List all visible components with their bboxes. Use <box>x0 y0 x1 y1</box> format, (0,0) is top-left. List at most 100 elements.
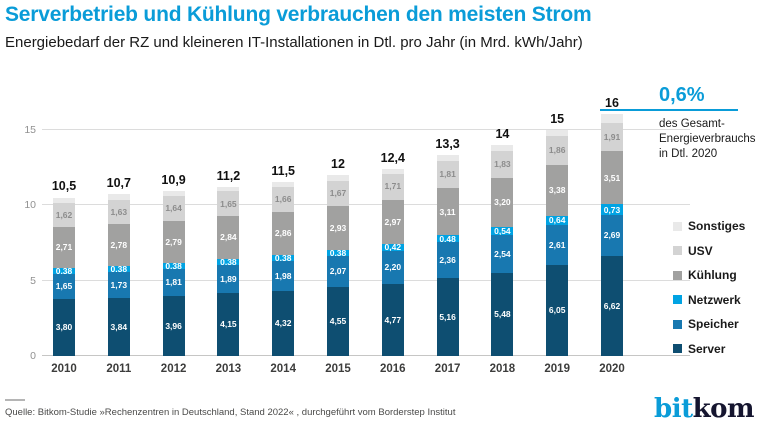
segment-value-label: 3,96 <box>165 320 182 331</box>
segment-value-label: 5,16 <box>439 311 456 322</box>
legend-item-kuehlung: Kühlung <box>673 268 745 282</box>
segment-value-label: 3,11 <box>439 206 456 217</box>
bar-2019: 6,05 2,61 0,64 3,38 1,86 <box>546 129 569 356</box>
bar-segment-netzwerk: 0,42 <box>381 243 404 251</box>
bar-segment-netzwerk: 0,38 <box>217 256 240 267</box>
bar-2013: 4,15 1,89 0,38 2,84 1,65 <box>217 186 240 356</box>
bar-segment-usv: 1,81 <box>436 160 459 189</box>
gridline <box>42 204 690 205</box>
segment-value-label: 1,86 <box>548 145 566 156</box>
bar-segment-server: 4,55 <box>327 287 349 356</box>
legend-label: Server <box>688 341 726 356</box>
bar-segment-server: 4,77 <box>381 283 404 356</box>
bitkom-logo: bitkom <box>654 396 754 422</box>
bar-segment-kuehlung: 3,11 <box>436 188 459 236</box>
segment-value-label: 2,69 <box>603 230 621 241</box>
legend-label: USV <box>688 243 713 258</box>
segment-value-label: 2,07 <box>329 266 347 277</box>
bar-2011: 3,84 1,73 0,38 2,78 1,63 <box>107 194 130 356</box>
bar-segment-netzwerk: 0,38 <box>327 249 349 257</box>
x-axis-label: 2013 <box>215 363 242 375</box>
segment-value-label: 0,38 <box>110 263 128 274</box>
bar-segment-server: 4,15 <box>217 293 240 356</box>
legend-label: Sonstiges <box>688 219 746 233</box>
segment-value-label: 3,84 <box>110 321 128 332</box>
footer-divider <box>5 399 25 401</box>
segment-value-label: 1,65 <box>55 280 73 291</box>
segment-value-label: 1,91 <box>603 131 621 142</box>
bar-total-label: 12 <box>331 156 345 171</box>
legend-label: Kühlung <box>688 268 737 282</box>
segment-value-label: 0,38 <box>220 256 237 267</box>
x-axis-label: 2011 <box>106 363 132 375</box>
bar-2010: 3,80 1,65 0,38 2,71 1,62 <box>53 197 75 356</box>
bar-segment-sonstiges <box>107 194 130 200</box>
legend-swatch-server <box>673 344 682 353</box>
bar-segment-sonstiges <box>272 182 295 187</box>
x-axis-label: 2015 <box>325 363 351 375</box>
bar-segment-speicher: 1,65 <box>53 273 75 299</box>
bar-total-label: 10,5 <box>51 179 77 194</box>
segment-value-label: 1,62 <box>55 209 73 220</box>
segment-value-label: 2,71 <box>55 242 73 253</box>
segment-value-label: 2,93 <box>329 222 347 233</box>
annotation-description: des Gesamt- Energieverbrauchs in Dtl. 20… <box>659 118 756 160</box>
segment-value-label: 0,73 <box>603 204 621 215</box>
bar-segment-usv: 1,64 <box>162 196 185 222</box>
bar-2018: 5,48 2,54 0,54 3,20 1,83 <box>491 144 514 356</box>
legend-swatch-sonstiges <box>673 221 682 231</box>
bar-segment-server: 5,48 <box>491 273 514 356</box>
y-tick-label: 15 <box>24 123 36 136</box>
bar-total-label: 13,3 <box>435 137 460 152</box>
bar-segment-kuehlung: 3,20 <box>491 178 514 227</box>
bar-segment-speicher: 1,81 <box>162 268 185 297</box>
legend-item-netzwerk: Netzwerk <box>673 293 745 307</box>
segment-value-label: 5,48 <box>494 309 511 320</box>
gridline <box>42 128 690 130</box>
bar-segment-kuehlung: 2,71 <box>53 227 75 268</box>
bar-segment-sonstiges <box>381 168 404 174</box>
segment-value-label: 1,89 <box>220 273 237 284</box>
segment-value-label: 4,32 <box>274 318 292 329</box>
segment-value-label: 2,84 <box>220 232 237 243</box>
bar-segment-netzwerk: 0,64 <box>546 215 569 226</box>
segment-value-label: 1,71 <box>384 181 402 192</box>
segment-value-label: 1,81 <box>165 277 182 288</box>
segment-value-label: 3,51 <box>603 172 621 183</box>
segment-value-label: 6,05 <box>548 305 566 316</box>
segment-value-label: 2,61 <box>548 239 566 250</box>
bar-2017: 5,16 2,36 0,48 3,11 1,81 <box>436 155 459 356</box>
bar-segment-server: 6,05 <box>546 264 569 356</box>
bar-segment-server: 3,84 <box>107 298 130 356</box>
legend-label: Speicher <box>688 317 739 331</box>
bar-segment-kuehlung: 2,86 <box>272 211 295 256</box>
x-axis-label: 2010 <box>51 363 77 375</box>
bar-segment-usv: 1,67 <box>327 180 349 207</box>
bar-segment-netzwerk: 0,38 <box>53 267 75 275</box>
bar-segment-speicher: 1,89 <box>217 264 240 294</box>
segment-value-label: 0,38 <box>165 260 182 271</box>
bar-segment-server: 5,16 <box>436 278 459 356</box>
page-title: Serverbetrieb und Kühlung verbrauchen de… <box>5 3 592 26</box>
gridline <box>42 279 690 281</box>
x-axis-label: 2018 <box>489 363 516 375</box>
segment-value-label: 2,86 <box>274 228 292 239</box>
bar-total-label: 16 <box>605 96 619 111</box>
bar-segment-speicher: 2,20 <box>381 250 404 284</box>
bar-segment-usv: 1,66 <box>272 186 295 212</box>
bar-total-label: 15 <box>550 111 565 126</box>
y-tick-label: 0 <box>30 350 36 362</box>
segment-value-label: 4,15 <box>220 319 237 330</box>
y-tick-label: 5 <box>30 274 36 287</box>
segment-value-label: 2,78 <box>110 239 128 250</box>
segment-value-label: 4,55 <box>329 316 347 327</box>
bar-segment-netzwerk: 0,48 <box>436 235 459 243</box>
bar-segment-server: 3,96 <box>162 296 185 356</box>
source-note: Quelle: Bitkom-Studie »Rechenzentren in … <box>5 407 456 418</box>
segment-value-label: 3,20 <box>494 197 511 208</box>
segment-value-label: 2,79 <box>165 236 182 247</box>
bar-segment-sonstiges <box>53 197 75 203</box>
segment-value-label: 1,67 <box>329 188 347 199</box>
bar-segment-usv: 1,65 <box>217 191 240 217</box>
